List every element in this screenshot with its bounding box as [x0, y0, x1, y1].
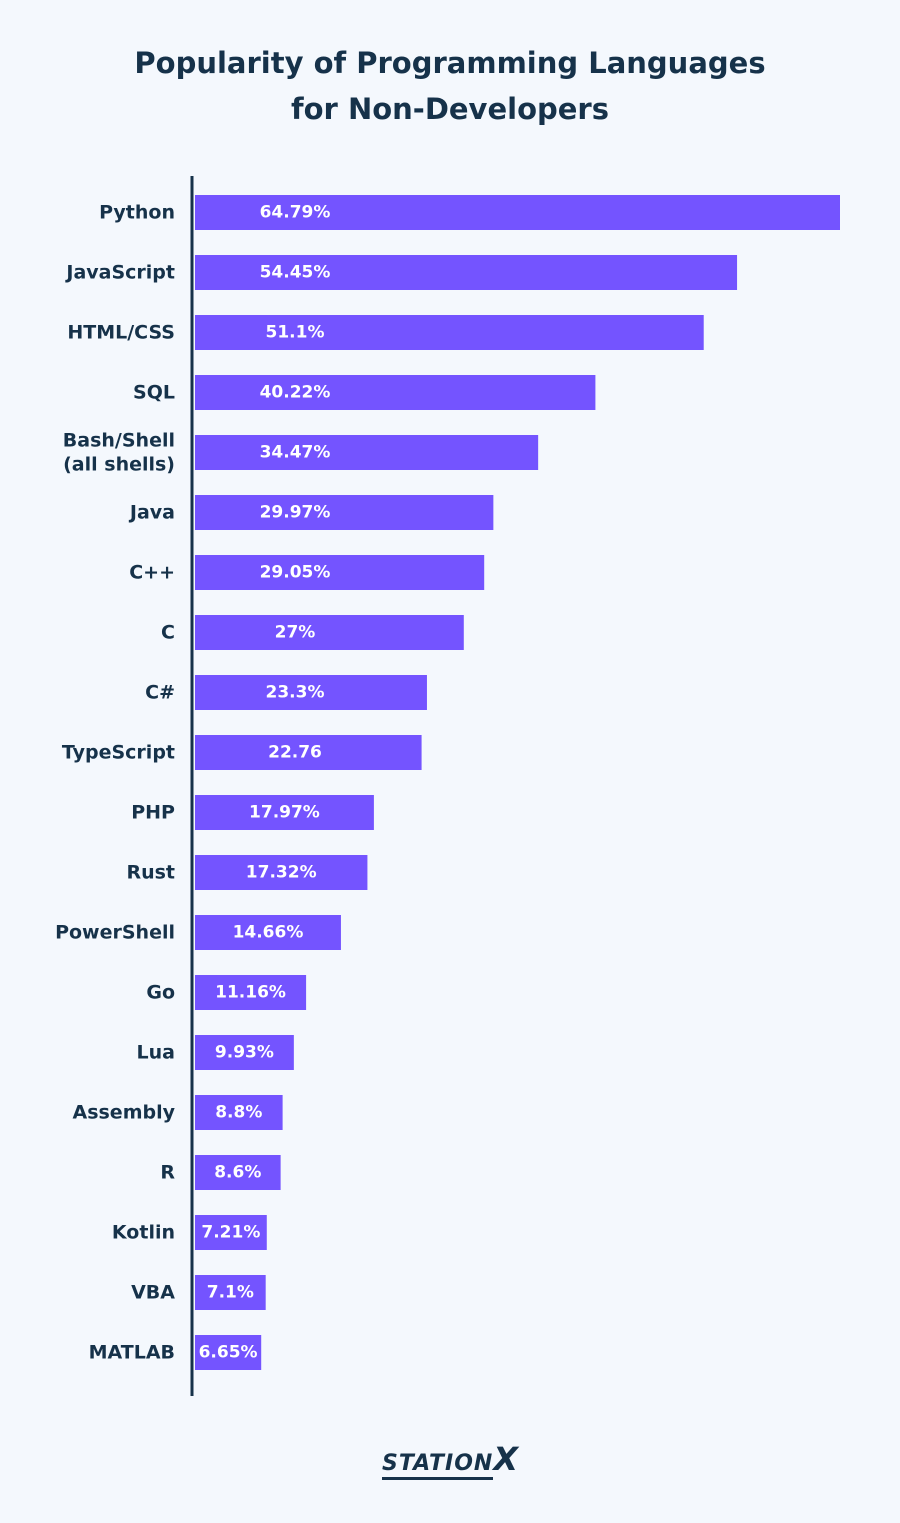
category-label: Python — [99, 202, 175, 224]
category-label: Bash/Shell — [63, 430, 175, 452]
category-label: C# — [145, 682, 175, 704]
bar-value-label: 9.93% — [215, 1043, 274, 1063]
category-label: PHP — [131, 802, 175, 824]
bar — [195, 915, 341, 950]
chart-title-line-2: for Non-Developers — [291, 92, 609, 126]
bar — [195, 435, 539, 470]
bar — [195, 855, 368, 890]
bar-value-label: 40.22% — [260, 383, 331, 403]
bar — [195, 375, 596, 410]
bar-value-label: 34.47% — [260, 443, 331, 463]
bar — [195, 1335, 262, 1370]
bar-value-label: 17.32% — [246, 863, 317, 883]
category-label: JavaScript — [64, 262, 175, 284]
category-label: Rust — [126, 862, 175, 884]
bar — [195, 615, 464, 650]
bar-value-label: 11.16% — [215, 983, 286, 1003]
bar-value-label: 7.1% — [207, 1283, 254, 1303]
bar-value-label: 22.76 — [268, 743, 322, 763]
bar — [195, 795, 374, 830]
bar-value-label: 64.79% — [260, 203, 331, 223]
bar — [195, 555, 485, 590]
bar-value-label: 29.97% — [260, 503, 331, 523]
category-label: C++ — [129, 562, 175, 584]
bar-value-label: 14.66% — [233, 923, 304, 943]
bar — [195, 495, 494, 530]
category-label: PowerShell — [55, 922, 175, 944]
bar-value-label: 17.97% — [249, 803, 320, 823]
bar-value-label: 54.45% — [260, 263, 331, 283]
category-label: Assembly — [72, 1102, 175, 1124]
bar-value-label: 27% — [275, 623, 316, 643]
bar — [195, 1275, 266, 1310]
bar — [195, 975, 307, 1010]
bar — [195, 735, 422, 770]
bar — [195, 1035, 294, 1070]
bar-value-label: 8.6% — [214, 1163, 261, 1183]
category-label: Lua — [137, 1042, 175, 1064]
category-label: TypeScript — [62, 742, 175, 764]
logo-text: STATION — [381, 1451, 494, 1480]
bar — [195, 675, 427, 710]
category-label: SQL — [133, 382, 175, 404]
category-label: C — [161, 622, 175, 644]
category-label: HTML/CSS — [67, 322, 175, 344]
category-label: VBA — [131, 1282, 175, 1304]
bar — [195, 1155, 281, 1190]
bar-value-label: 23.3% — [266, 683, 325, 703]
category-label: Java — [128, 502, 175, 524]
category-label: (all shells) — [63, 454, 175, 476]
bar — [195, 315, 704, 350]
category-label: R — [160, 1162, 175, 1184]
bar — [195, 1095, 283, 1130]
bar-value-label: 6.65% — [199, 1343, 258, 1363]
bar — [195, 1215, 267, 1250]
category-label: MATLAB — [89, 1342, 175, 1364]
stationx-logo: STATIONX — [0, 1440, 900, 1480]
bar — [195, 255, 738, 290]
bar-value-label: 8.8% — [215, 1103, 262, 1123]
bar-value-label: 51.1% — [266, 323, 325, 343]
bar — [195, 195, 840, 230]
category-label: Go — [146, 982, 175, 1004]
bar-value-label: 7.21% — [201, 1223, 260, 1243]
logo-x-mark: X — [493, 1440, 519, 1478]
bar-value-label: 29.05% — [260, 563, 331, 583]
category-label: Kotlin — [112, 1222, 175, 1244]
chart-title-line-1: Popularity of Programming Languages — [134, 46, 766, 80]
